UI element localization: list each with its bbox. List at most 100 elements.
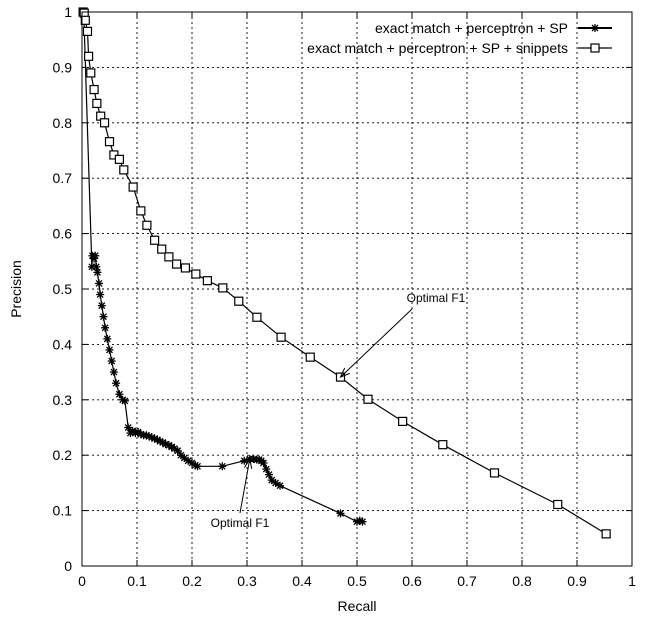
x-tick-label: 1 bbox=[628, 573, 636, 589]
y-tick-label: 0.7 bbox=[53, 170, 73, 186]
data-point bbox=[180, 263, 190, 273]
data-point bbox=[107, 357, 116, 366]
x-tick-label: 0.2 bbox=[182, 573, 202, 589]
data-point bbox=[265, 470, 273, 479]
annotation-layer: Optimal F1 Optimal F1 bbox=[211, 291, 466, 530]
data-point bbox=[99, 118, 110, 128]
x-tick-label: 0.3 bbox=[237, 573, 257, 589]
x-tick-label: 0.9 bbox=[567, 573, 587, 589]
series-snippets bbox=[78, 7, 611, 539]
legend-label: exact match + perceptron + SP + snippets bbox=[307, 40, 568, 56]
legend-label: exact match + perceptron + SP bbox=[375, 20, 568, 36]
data-point bbox=[82, 26, 93, 36]
data-point bbox=[92, 262, 101, 271]
data-point bbox=[80, 15, 90, 25]
series-baseline bbox=[79, 8, 367, 526]
series-layer bbox=[78, 7, 611, 539]
data-point bbox=[193, 462, 202, 471]
data-point bbox=[553, 499, 563, 510]
legend-marker bbox=[590, 43, 600, 53]
data-point bbox=[112, 379, 121, 388]
series-line bbox=[83, 11, 363, 523]
arrow-head bbox=[244, 457, 253, 469]
data-point bbox=[119, 165, 129, 175]
data-point bbox=[103, 334, 112, 343]
data-point bbox=[172, 259, 182, 269]
x-tick-label: 0.5 bbox=[347, 573, 367, 589]
optimal-f1-annotation: Optimal F1 bbox=[339, 291, 466, 379]
annotation-label: Optimal F1 bbox=[211, 516, 270, 530]
x-axis-label: Recall bbox=[338, 598, 377, 614]
data-point bbox=[93, 268, 102, 277]
legend: exact match + perceptron + SP exact match… bbox=[307, 20, 612, 56]
data-point bbox=[336, 509, 345, 518]
data-point bbox=[142, 220, 152, 230]
data-point bbox=[157, 244, 167, 254]
y-tick-label: 0.8 bbox=[53, 115, 73, 131]
y-tick-label: 0.4 bbox=[53, 336, 73, 352]
data-point bbox=[83, 51, 94, 61]
data-point bbox=[276, 481, 284, 490]
annotation-arrow bbox=[239, 458, 251, 514]
x-tick-label: 0.7 bbox=[457, 573, 477, 589]
data-point bbox=[271, 478, 280, 487]
x-tick-label: 0.4 bbox=[292, 573, 312, 589]
data-point bbox=[91, 251, 100, 260]
data-point bbox=[305, 352, 315, 362]
data-point bbox=[601, 529, 611, 539]
data-point bbox=[276, 332, 286, 342]
data-point bbox=[86, 68, 96, 78]
data-point bbox=[218, 283, 228, 293]
x-tick-label: 0 bbox=[78, 573, 86, 589]
data-point bbox=[438, 440, 448, 450]
y-tick-label: 0.2 bbox=[53, 447, 73, 463]
annotation-label: Optimal F1 bbox=[407, 291, 466, 305]
y-axis-label: Precision bbox=[8, 260, 24, 318]
x-tick-label: 0.8 bbox=[512, 573, 532, 589]
data-point bbox=[109, 368, 118, 377]
plot-frame bbox=[81, 11, 633, 567]
data-point bbox=[218, 462, 227, 471]
y-tick-label: 0.5 bbox=[53, 281, 73, 297]
optimal-f1-annotation: Optimal F1 bbox=[211, 457, 270, 530]
data-point bbox=[101, 323, 110, 332]
y-tick-label: 0.1 bbox=[53, 503, 73, 519]
data-point bbox=[259, 458, 268, 467]
data-point bbox=[92, 98, 102, 109]
y-tick-label: 0.6 bbox=[53, 226, 73, 242]
arrow-head bbox=[339, 367, 350, 379]
y-tick-label: 0.9 bbox=[53, 59, 73, 75]
data-point bbox=[202, 276, 212, 286]
annotation-arrow bbox=[340, 308, 413, 378]
data-point bbox=[252, 312, 262, 322]
legend-entry: exact match + perceptron + SP + snippets bbox=[307, 40, 612, 56]
data-point bbox=[191, 269, 201, 279]
data-point bbox=[363, 394, 373, 404]
data-point bbox=[97, 301, 106, 310]
data-point bbox=[105, 345, 114, 354]
data-point bbox=[89, 84, 99, 95]
data-point bbox=[120, 396, 129, 405]
axis-ticks: 0 0.1 0.2 0.3 0.4 0.5 0.6 0.7 0.8 0.9 1 0 0.1 0.2 0.3 0… bbox=[53, 4, 637, 589]
grid bbox=[82, 12, 632, 566]
data-point bbox=[99, 312, 108, 321]
y-tick-label: 1 bbox=[64, 4, 72, 20]
x-tick-label: 0.6 bbox=[402, 573, 422, 589]
data-point bbox=[398, 416, 408, 427]
data-point bbox=[95, 279, 104, 288]
data-point bbox=[164, 252, 174, 262]
data-point bbox=[489, 468, 500, 478]
data-point bbox=[234, 296, 244, 306]
data-point bbox=[136, 206, 146, 216]
data-point bbox=[104, 137, 115, 147]
data-point bbox=[96, 290, 105, 299]
x-tick-label: 0.1 bbox=[127, 573, 147, 589]
data-point bbox=[114, 154, 125, 164]
data-point bbox=[358, 517, 367, 526]
y-tick-label: 0.3 bbox=[53, 392, 73, 408]
y-tick-label: 0 bbox=[64, 558, 72, 574]
data-point bbox=[173, 446, 182, 455]
data-point bbox=[150, 235, 160, 245]
legend-entry: exact match + perceptron + SP bbox=[375, 20, 612, 36]
